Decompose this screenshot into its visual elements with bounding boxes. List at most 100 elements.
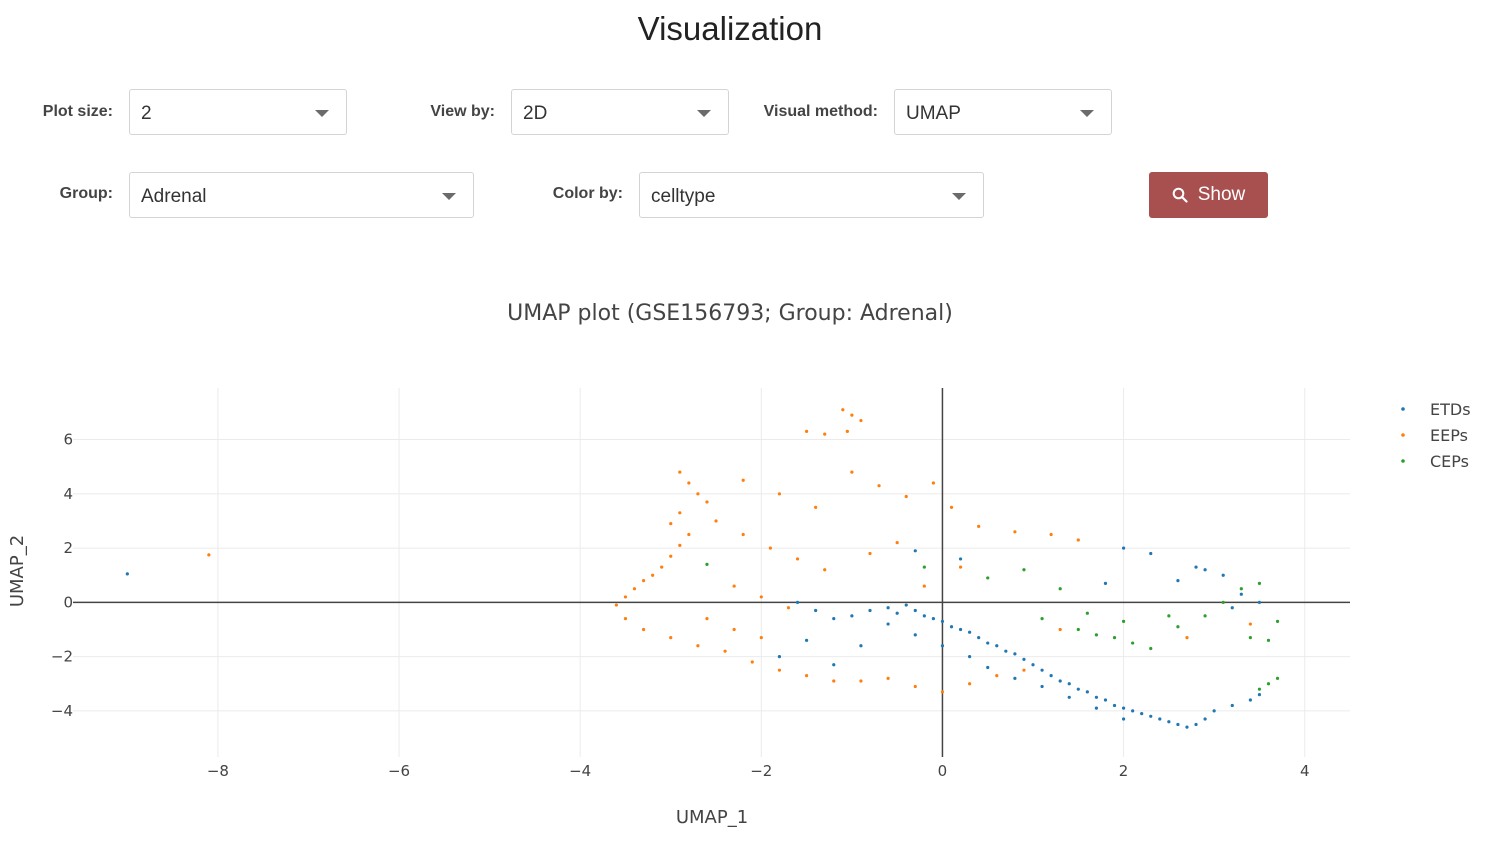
legend-label: ETDs (1430, 400, 1471, 419)
data-point (1185, 725, 1189, 729)
data-point (1203, 717, 1207, 721)
view-by-select[interactable]: 2D (511, 89, 729, 135)
data-point (1067, 682, 1071, 686)
view-by-label: View by: (430, 103, 495, 120)
data-point (741, 532, 745, 537)
data-point (1112, 703, 1117, 708)
chevron-down-icon (952, 193, 966, 200)
zero-lines (73, 388, 1350, 757)
data-point (859, 679, 863, 683)
data-point (958, 565, 963, 569)
data-point (904, 603, 908, 607)
data-point (732, 584, 736, 588)
data-point (1257, 600, 1262, 604)
data-point (1076, 687, 1080, 691)
data-point (669, 554, 673, 558)
group-label: Group: (59, 185, 113, 202)
color-by-select[interactable]: celltype (639, 172, 984, 218)
data-point (1140, 711, 1144, 716)
show-button[interactable]: Show (1149, 172, 1268, 218)
data-point (949, 625, 954, 629)
data-point (922, 614, 926, 618)
data-point (1257, 687, 1262, 691)
chart-title: UMAP plot (GSE156793; Group: Adrenal) (507, 301, 953, 326)
data-point (777, 492, 782, 496)
data-point (986, 576, 990, 580)
data-point (1076, 627, 1080, 632)
data-point (823, 432, 827, 436)
data-point (931, 481, 935, 485)
data-point (125, 572, 129, 576)
data-point (868, 608, 872, 613)
data-point (823, 568, 827, 572)
data-point (207, 553, 211, 557)
data-point (741, 478, 745, 482)
data-point (1040, 668, 1044, 672)
data-point (1221, 600, 1225, 604)
data-point (705, 617, 709, 621)
data-point (1167, 614, 1171, 618)
x-tick-label: −2 (750, 762, 772, 780)
data-point (651, 573, 655, 577)
data-point (814, 608, 818, 613)
data-point (1076, 538, 1080, 542)
x-tick-label: 0 (938, 762, 948, 780)
data-point (660, 565, 664, 569)
data-point (1040, 684, 1044, 689)
data-point (750, 660, 754, 664)
data-point (814, 505, 818, 509)
y-tick-label: −2 (51, 648, 73, 666)
data-point (995, 674, 999, 678)
data-point (1022, 657, 1026, 661)
data-point (641, 579, 646, 583)
x-tick-label: 4 (1300, 762, 1310, 780)
data-point (1185, 636, 1189, 640)
data-point (913, 633, 917, 637)
data-point (904, 494, 908, 499)
data-point (1103, 581, 1108, 585)
data-point (777, 655, 782, 659)
data-point (1058, 679, 1062, 683)
data-point (1094, 706, 1099, 710)
scatter-points (125, 408, 1280, 729)
data-point (977, 524, 981, 528)
x-axis-label: UMAP_1 (676, 807, 748, 828)
data-point (986, 641, 990, 645)
chevron-down-icon (315, 110, 329, 117)
color-by-value: celltype (651, 186, 716, 207)
data-point (1149, 714, 1153, 718)
data-point (1058, 587, 1062, 591)
color-by-label: Color by: (552, 185, 623, 202)
legend-label: EEPs (1430, 426, 1468, 445)
data-point (1203, 614, 1207, 618)
data-point (968, 682, 972, 686)
data-point (804, 429, 809, 434)
plot-size-select[interactable]: 2 (129, 89, 347, 135)
data-point (732, 627, 736, 632)
data-point (1230, 703, 1234, 708)
data-point (1275, 619, 1280, 623)
data-point (1131, 709, 1135, 713)
data-point (759, 595, 763, 599)
show-button-label: Show (1197, 184, 1246, 205)
data-point (940, 644, 945, 648)
x-tick-label: −8 (207, 762, 229, 780)
data-point (940, 619, 945, 623)
data-point (1085, 690, 1089, 694)
data-point (705, 562, 709, 566)
group-value: Adrenal (141, 186, 207, 207)
visual-method-select[interactable]: UMAP (894, 89, 1112, 135)
visual-method-label: Visual method: (763, 103, 878, 120)
data-point (1176, 579, 1180, 583)
y-tick-label: −4 (51, 702, 73, 720)
data-point (832, 663, 836, 667)
data-point (968, 630, 972, 634)
data-point (977, 636, 981, 640)
group-select[interactable]: Adrenal (129, 172, 474, 218)
data-point (1176, 722, 1180, 727)
data-point (845, 429, 849, 434)
data-point (795, 600, 800, 604)
data-point (850, 470, 854, 474)
data-point (1131, 641, 1135, 645)
